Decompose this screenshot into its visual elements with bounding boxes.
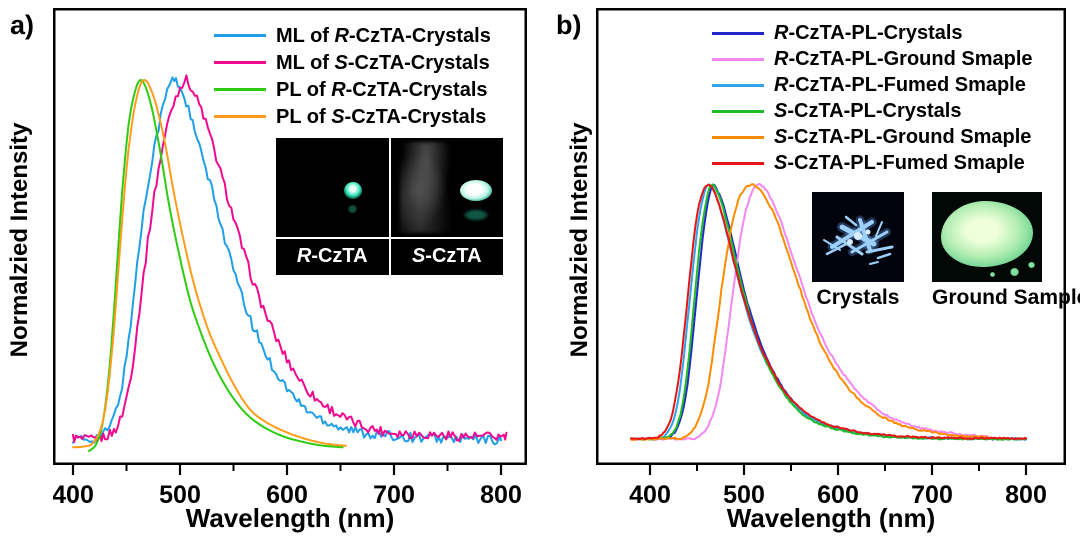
legend-line-swatch xyxy=(214,61,266,64)
legend-label: S-CzTA-PL-Fumed Smaple xyxy=(774,152,1025,174)
legend-line-swatch xyxy=(214,34,266,37)
legend-label: R-CzTA-PL-Crystals xyxy=(774,22,963,44)
panel-a-inset-photos: R -CzTA S -CzTA xyxy=(276,138,503,275)
x-axis-ticks: 400 500 600 700 800 xyxy=(629,465,1047,509)
x-tick-label: 700 xyxy=(373,481,415,509)
legend-label: R-CzTA-PL-Fumed Smaple xyxy=(774,74,1026,96)
powder-speck xyxy=(1028,262,1035,268)
x-tick-label: 800 xyxy=(480,481,522,509)
series-curve-s-czta-pl-crystals xyxy=(630,183,1027,441)
panel-b: b) Normalzied Intensity 400 500 600 700 800 … xyxy=(540,0,1080,539)
legend-line-swatch xyxy=(712,83,764,87)
panel-b-x-axis-label: Wavelength (nm) xyxy=(726,503,936,533)
x-tick-label: 500 xyxy=(723,481,765,509)
legend-label: PL of S-CzTA-Crystals xyxy=(276,105,487,128)
legend-item-ml-of-r-czta-crystals: ML of R-CzTA-Crystals xyxy=(214,22,491,49)
panel-a-x-axis-label: Wavelength (nm) xyxy=(185,503,395,533)
legend-line-swatch xyxy=(712,109,764,113)
legend-item-s-czta-pl-ground-smaple: S-CzTA-PL-Ground Smaple xyxy=(712,124,1033,150)
legend-item-s-czta-pl-crystals: S-CzTA-PL-Crystals xyxy=(712,98,1033,124)
caption-text: -CzTA xyxy=(311,244,368,267)
x-tick-label: 400 xyxy=(629,481,671,509)
legend-item-pl-of-r-czta-crystals: PL of R-CzTA-Crystals xyxy=(214,76,491,103)
s-czta-crystal-photo xyxy=(390,138,503,239)
caption-italic-prefix: R xyxy=(296,244,312,267)
panel-a: a) Normalzied Intensity 400 500 600 700 800 … xyxy=(6,8,527,533)
crystal-reflection xyxy=(346,205,358,214)
inset-caption-r-czta: R -CzTA xyxy=(276,239,389,273)
ground-sample-photo xyxy=(932,192,1042,282)
crystal-shards-graphic xyxy=(823,215,894,265)
powder-pile xyxy=(941,201,1033,267)
x-tick-label: 600 xyxy=(266,481,308,509)
legend-line-swatch xyxy=(214,88,266,91)
axis-box xyxy=(53,8,527,465)
panel-b-legend: R-CzTA-PL-Crystals R-CzTA-PL-Ground Smapl… xyxy=(712,20,1033,176)
x-axis-ticks: 400 500 600 700 800 xyxy=(53,465,522,509)
legend-line-swatch xyxy=(214,115,266,118)
caption-italic-prefix: S xyxy=(411,244,426,267)
x-tick-label: 400 xyxy=(53,481,94,509)
x-tick-label: 600 xyxy=(817,481,859,509)
legend-item-r-czta-pl-crystals: R-CzTA-PL-Crystals xyxy=(712,20,1033,46)
inset-caption-crystals: Crystals xyxy=(816,286,900,309)
glowing-crystal-blob xyxy=(343,181,362,199)
series-curve-r-czta-pl-ground-smaple xyxy=(630,183,990,441)
crystals-photo xyxy=(812,192,904,282)
legend-line-swatch xyxy=(712,161,764,165)
smoke-texture xyxy=(399,141,458,234)
axis-box xyxy=(596,8,1066,465)
legend-label: S-CzTA-PL-Ground Smaple xyxy=(774,126,1032,148)
panel-a-plot: 400 500 600 700 800 xyxy=(53,8,527,509)
series-curve-pl-of-r-czta-crystals xyxy=(88,79,344,452)
caption-text: -CzTA xyxy=(425,244,482,267)
glowing-crystal-blob xyxy=(460,179,493,201)
legend-line-swatch xyxy=(712,31,764,35)
inset-caption-ground-sample: Ground Sample xyxy=(932,286,1080,309)
panel-a-tag: a) xyxy=(10,10,35,40)
panel-b-tag: b) xyxy=(556,10,582,40)
panel-b-inset-captions: Crystals Ground Sample xyxy=(812,286,1080,310)
powder-speck xyxy=(1010,268,1019,276)
series-curve-s-czta-pl-fumed-smaple xyxy=(630,183,1027,441)
inset-caption-s-czta: S -CzTA xyxy=(391,239,504,273)
series-curve-s-czta-pl-ground-smaple xyxy=(630,183,992,441)
legend-line-swatch xyxy=(712,57,764,61)
panel-b-y-axis-label: Normalzied Intensity xyxy=(566,122,593,358)
crystal-reflection xyxy=(462,209,489,222)
series-curve-ml-of-s-czta-crystals xyxy=(72,74,508,443)
legend-label: S-CzTA-PL-Crystals xyxy=(774,100,962,122)
legend-item-r-czta-pl-ground-smaple: R-CzTA-PL-Ground Smaple xyxy=(712,46,1033,72)
legend-item-r-czta-pl-fumed-smaple: R-CzTA-PL-Fumed Smaple xyxy=(712,72,1033,98)
panel-a-legend: ML of R-CzTA-Crystals ML of S-CzTA-Crysta… xyxy=(214,22,491,130)
inset-cell-r-czta: R -CzTA xyxy=(276,138,391,275)
r-czta-crystal-photo xyxy=(276,138,389,239)
x-tick-label: 800 xyxy=(1005,481,1047,509)
panel-b-inset-photos xyxy=(812,192,1042,282)
legend-label: R-CzTA-PL-Ground Smaple xyxy=(774,48,1033,70)
legend-label: PL of R-CzTA-Crystals xyxy=(276,78,488,101)
legend-item-ml-of-s-czta-crystals: ML of S-CzTA-Crystals xyxy=(214,49,491,76)
legend-label: ML of R-CzTA-Crystals xyxy=(276,24,491,47)
legend-item-pl-of-s-czta-crystals: PL of S-CzTA-Crystals xyxy=(214,103,491,130)
legend-line-swatch xyxy=(712,135,764,139)
x-tick-label: 500 xyxy=(159,481,201,509)
inset-cell-s-czta: S -CzTA xyxy=(390,138,504,275)
legend-label: ML of S-CzTA-Crystals xyxy=(276,51,490,74)
legend-item-s-czta-pl-fumed-smaple: S-CzTA-PL-Fumed Smaple xyxy=(712,150,1033,176)
x-tick-label: 700 xyxy=(911,481,953,509)
series-curve-pl-of-s-czta-crystals xyxy=(72,79,347,449)
panel-b-plot: 400 500 600 700 800 xyxy=(596,8,1066,509)
powder-speck xyxy=(990,272,995,277)
panel-a-y-axis-label: Normalzied Intensity xyxy=(6,122,33,358)
